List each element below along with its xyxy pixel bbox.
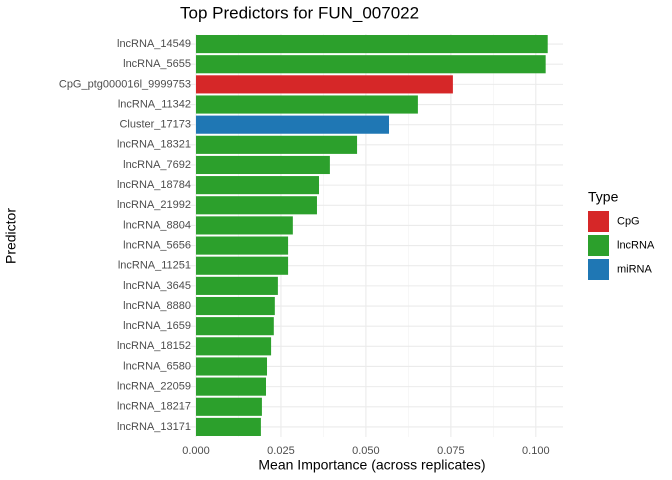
y-tick-label: lncRNA_6580 [123,360,191,372]
x-tick-label: 0.050 [352,445,380,457]
bar [195,135,358,154]
bar [195,155,330,175]
bar [195,196,317,215]
bar [195,337,272,356]
bar [195,256,289,275]
legend-key [588,235,609,256]
y-tick-label: CpG_ptg000016l_9999753 [59,78,191,90]
x-tick-label: 0.000 [182,445,210,457]
bar [195,377,266,396]
y-tick-label: lncRNA_18784 [117,179,191,191]
y-tick-label: lncRNA_5656 [123,239,191,251]
y-tick-label: lncRNA_13171 [117,421,191,433]
y-tick-label: lncRNA_21992 [117,199,191,211]
y-tick-label: lncRNA_1659 [123,320,191,332]
bar [195,357,268,376]
y-tick-label: lncRNA_18217 [117,401,191,413]
bar [195,296,275,316]
y-tick-label: lncRNA_11251 [118,260,191,272]
y-tick-label: lncRNA_7692 [123,159,191,171]
y-tick-label: lncRNA_3645 [123,280,191,292]
y-tick-label: lncRNA_5655 [123,58,191,70]
x-axis-label: Mean Importance (across replicates) [258,457,485,473]
y-tick-label: Cluster_17173 [119,119,191,131]
bar [195,75,453,94]
y-tick-label: lncRNA_22059 [117,381,191,393]
chart-title: Top Predictors for FUN_007022 [180,3,419,22]
legend-label: CpG [617,215,640,227]
y-tick-label: lncRNA_14549 [117,38,191,50]
y-tick-label: lncRNA_18152 [117,340,191,352]
x-tick-label: 0.100 [522,445,550,457]
bar [195,115,390,134]
bar [195,417,261,436]
legend-label: miRNA [617,263,652,275]
bar [195,397,262,416]
x-tick-label: 0.075 [437,445,465,457]
x-tick-label: 0.025 [267,445,295,457]
bar [195,276,278,295]
bar [195,95,418,114]
legend-title: Type [588,189,619,205]
bar [195,236,289,255]
bar [195,176,320,195]
y-tick-label: lncRNA_8804 [123,219,191,231]
bar [195,317,274,336]
y-tick-label: lncRNA_8880 [123,300,191,312]
bar [195,216,293,235]
y-tick-label: lncRNA_18321 [117,139,191,151]
y-axis-label: Predictor [3,208,19,264]
y-tick-label: lncRNA_11342 [118,98,191,110]
bar [195,55,546,74]
legend-key [588,259,609,280]
legend-key [588,211,609,232]
legend-label: lncRNA [617,239,655,251]
bar [195,35,548,54]
